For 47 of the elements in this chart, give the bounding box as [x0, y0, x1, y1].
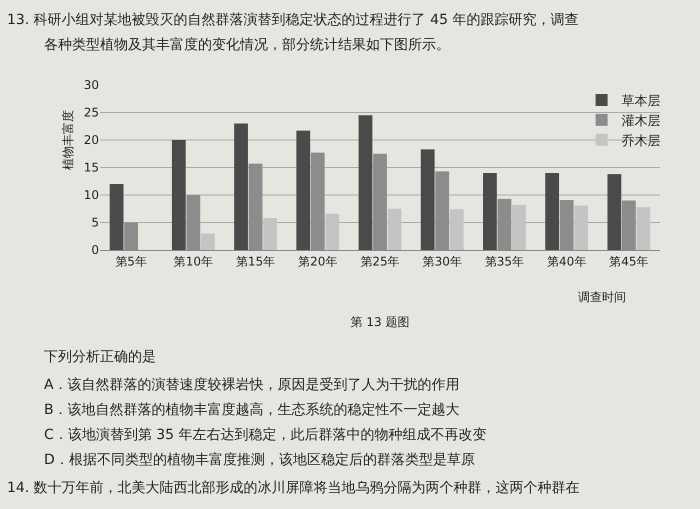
text: C．该地演替到第 35 年左右达到稳定，此后群落中的物种组成不再改变	[44, 427, 486, 443]
x-tick-label: 第15年	[236, 254, 276, 268]
y-tick-label: 15	[84, 160, 99, 175]
bar	[325, 214, 340, 250]
text: D．根据不同类型的植物丰富度推测，该地区稳定后的群落类型是草原	[44, 452, 475, 468]
bar	[358, 115, 372, 250]
bar	[172, 140, 186, 250]
bar	[388, 208, 402, 250]
bar	[110, 184, 124, 250]
text: A．该自然群落的演替速度较裸岩快，原因是受到了人为干扰的作用	[44, 377, 460, 393]
x-tick-label: 第5年	[115, 254, 147, 268]
bar	[296, 130, 310, 250]
bar	[263, 218, 277, 250]
bar	[200, 234, 215, 250]
bar	[483, 173, 497, 250]
y-tick-label: 30	[84, 78, 99, 92]
x-tick-label: 第20年	[298, 254, 338, 268]
x-tick-label: 第40年	[547, 254, 586, 268]
bar	[420, 149, 435, 250]
bar	[636, 207, 650, 250]
legend-label: 乔木层	[622, 134, 661, 149]
bar	[574, 205, 588, 250]
legend-label: 草本层	[622, 94, 661, 110]
y-tick-label: 5	[91, 216, 99, 230]
text: 下列分析正确的是	[44, 349, 156, 365]
y-tick-label: 0	[91, 243, 99, 258]
bar	[607, 174, 622, 250]
text: 各种类型植物及其丰富度的变化情况，部分统计结果如下图所示。	[44, 37, 450, 53]
y-tick-label: 25	[84, 106, 99, 120]
bar	[450, 209, 464, 250]
text: 第 13 题图	[350, 315, 410, 330]
x-tick-label: 第45年	[609, 254, 649, 268]
bar	[512, 204, 526, 250]
text: B．该地自然群落的植物丰富度越高，生态系统的稳定性不一定越大	[44, 402, 460, 418]
x-tick-label: 第25年	[360, 254, 400, 268]
x-tick-label: 第35年	[484, 254, 524, 268]
y-tick-label: 10	[84, 188, 99, 202]
legend-label: 灌木层	[622, 114, 661, 129]
x-tick-label: 第10年	[174, 254, 213, 268]
x-tick-label: 第30年	[422, 254, 462, 268]
bar	[234, 124, 248, 250]
text: 14. 数十万年前，北美大陆西北部形成的冰川屏障将当地乌鸦分隔为两个种群，这两个种群在	[7, 480, 580, 496]
y-tick-label: 20	[84, 133, 99, 148]
text: 13. 科研小组对某地被毁灭的自然群落演替到稳定状态的过程进行了 45 年的跟踪研究，调查	[7, 12, 578, 28]
y-axis-title: 植物丰富度	[61, 110, 75, 170]
x-axis-title: 调查时间	[578, 290, 626, 304]
bar	[545, 173, 560, 250]
